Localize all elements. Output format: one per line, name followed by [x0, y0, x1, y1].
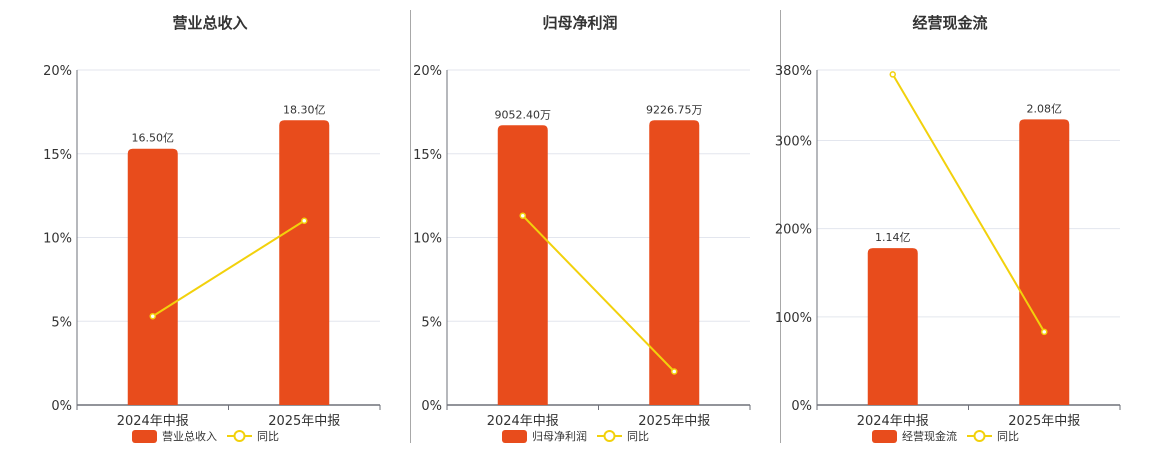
x-category-label: 2024年中报 [487, 414, 559, 429]
bar-value-label: 2.08亿 [1027, 102, 1063, 115]
bar-value-label: 9052.40万 [495, 108, 552, 121]
legend[interactable]: 经营现金流 同比 [872, 429, 1019, 443]
y-tick-label: 0% [421, 399, 442, 414]
chart-title: 经营现金流 [912, 14, 988, 32]
bar[interactable] [1019, 119, 1070, 406]
y-tick-label: 380% [775, 64, 812, 79]
legend[interactable]: 归母净利润 同比 [502, 429, 649, 443]
x-category-label: 2025年中报 [1008, 414, 1080, 429]
chart-panel-net-profit: 归母净利润 0% 5% 10% 15% 20% 9052.40万 2024年中报 9226.7… [370, 0, 780, 450]
legend-line-label: 同比 [997, 430, 1019, 443]
bar-value-label: 18.30亿 [283, 103, 326, 116]
y-tick-label: 15% [43, 148, 72, 163]
y-tick-label: 20% [413, 64, 442, 79]
y-tick-label: 5% [421, 315, 442, 330]
y-tick-label: 10% [43, 232, 72, 247]
yoy-line [522, 215, 675, 373]
chart-title: 营业总收入 [172, 14, 248, 32]
yoy-point[interactable] [1041, 328, 1048, 336]
chart-svg: 0%5%10%15%20%16.50亿2024年中报18.30亿2025年中报营… [43, 64, 381, 443]
yoy-line [152, 219, 305, 318]
bar[interactable] [867, 248, 918, 405]
bar[interactable] [279, 120, 330, 405]
legend-circle-icon [603, 430, 616, 442]
legend[interactable]: 营业总收入 同比 [132, 429, 279, 443]
bar-value-label: 9226.75万 [646, 103, 703, 116]
chart-svg: 0% 100% 200% 300% 380% 1.14亿 2024年中报 2.08亿 2025年… [775, 64, 1121, 443]
chart-panel-cash-flow: 经营现金流 0% 100% 200% 300% 380% 1.14亿 2024年中报 2.08… [740, 0, 1150, 450]
y-tick-label: 200% [775, 223, 812, 238]
legend-bar-label: 营业总收入 [162, 429, 217, 443]
y-tick-label: 0% [791, 399, 812, 414]
yoy-point[interactable] [889, 71, 896, 78]
chart-title: 归母净利润 [542, 14, 618, 32]
yoy-point[interactable] [519, 212, 526, 219]
bar[interactable] [649, 120, 700, 405]
x-category-label: 2025年中报 [638, 414, 710, 429]
x-category-label: 2025年中报 [268, 414, 340, 429]
legend-circle-icon [973, 430, 986, 442]
legend-bar-swatch [872, 430, 897, 443]
x-category-label: 2024年中报 [857, 414, 929, 429]
y-tick-label: 20% [43, 64, 72, 79]
chart-svg: 0% 5% 10% 15% 20% 9052.40万 2024年中报 9226.75万 2025… [413, 64, 751, 443]
x-category-label: 2024年中报 [117, 414, 189, 429]
panel-divider [410, 10, 411, 443]
legend-bar-label: 归母净利润 [532, 429, 587, 443]
bar[interactable] [127, 148, 178, 405]
legend-bar-swatch [502, 430, 527, 443]
legend-bar-swatch [132, 430, 157, 443]
y-tick-label: 10% [413, 232, 442, 247]
bar-value-label: 1.14亿 [875, 231, 911, 244]
legend-circle-icon [233, 430, 246, 442]
yoy-point[interactable] [149, 312, 156, 320]
y-tick-label: 300% [775, 135, 812, 150]
yoy-line [891, 73, 1046, 333]
yoy-point[interactable] [671, 368, 678, 375]
legend-bar-label: 经营现金流 [902, 429, 957, 443]
y-tick-label: 100% [775, 311, 812, 326]
y-tick-label: 0% [51, 399, 72, 414]
legend-line-label: 同比 [257, 430, 279, 443]
bar-value-label: 16.50亿 [132, 132, 175, 145]
panel-divider [780, 10, 781, 443]
y-tick-label: 5% [51, 315, 72, 330]
chart-panel-revenue: 营业总收入 0% 5% 10% 15% 20% 16.50亿 2024年中报 18.30亿 20… [0, 0, 410, 450]
yoy-point[interactable] [301, 217, 308, 224]
bar[interactable] [497, 125, 548, 406]
y-tick-label: 15% [413, 148, 442, 163]
legend-line-label: 同比 [627, 430, 649, 443]
